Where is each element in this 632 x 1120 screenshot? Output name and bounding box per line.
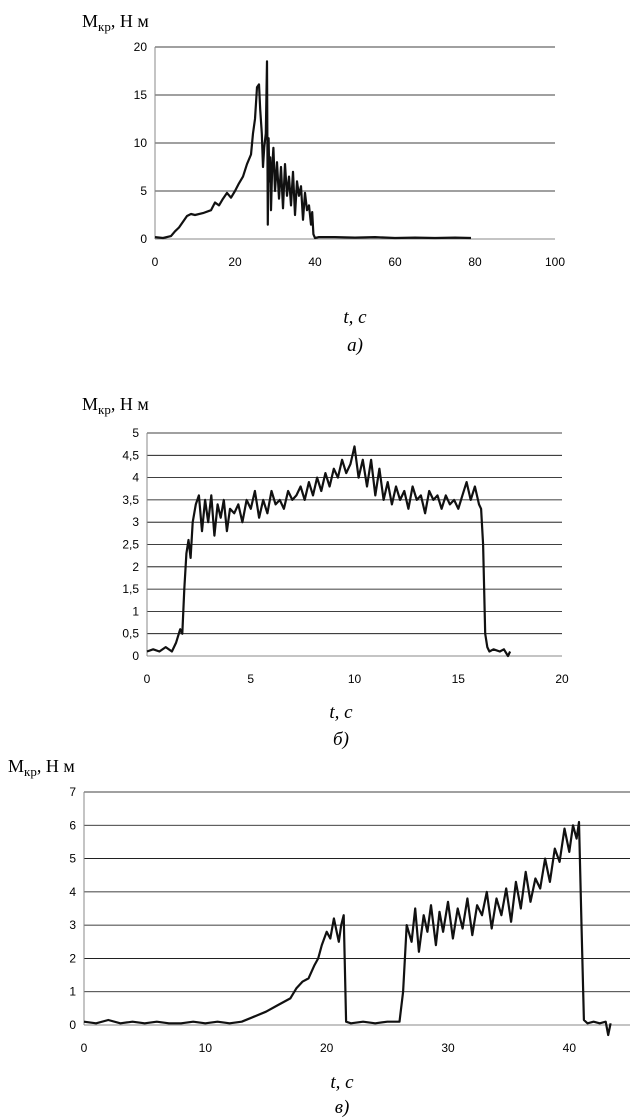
chart-3: 0 1 2 3 4 5 6 7 0 10 20 30 40 Mкр, Н м t, c в) [8, 756, 630, 1118]
y-tick-label: 2 [69, 951, 76, 965]
y-label-main: M [82, 11, 98, 31]
x-tick-label: 80 [468, 255, 482, 269]
y-label-subscript: кр [98, 402, 111, 417]
x-tick-label: 10 [348, 672, 362, 686]
y-label-subscript: кр [24, 764, 37, 779]
y-tick-label: 1,5 [122, 582, 139, 596]
y-tick-label: 4 [69, 885, 76, 899]
x-tick-label: 0 [81, 1041, 88, 1055]
x-tick-label: 40 [308, 255, 322, 269]
y-tick-label: 0 [69, 1018, 76, 1032]
y-tick-label: 0,5 [122, 627, 139, 641]
chart-2: 0 0,5 1 1,5 2 2,5 3 3,5 4 4,5 5 0 5 10 15 20 Mкр, Н м t, … [82, 394, 569, 750]
x-tick-label: 20 [555, 672, 569, 686]
series-line [146, 445, 512, 658]
y-tick-label: 20 [134, 40, 148, 54]
x-axis-label: t, c [343, 307, 367, 328]
y-label-units: , Н м [37, 756, 75, 776]
y-label-subscript: кр [98, 19, 111, 34]
x-tick-label: 60 [388, 255, 402, 269]
series-line [83, 820, 612, 1037]
chart-caption: в) [335, 1097, 350, 1118]
x-tick-label: 0 [152, 255, 159, 269]
x-tick-label: 0 [144, 672, 151, 686]
series-line [154, 60, 472, 240]
y-tick-label: 1 [132, 604, 139, 618]
x-tick-label: 5 [247, 672, 254, 686]
x-tick-label: 10 [199, 1041, 213, 1055]
y-tick-label: 10 [134, 136, 148, 150]
y-tick-label: 4 [132, 471, 139, 485]
x-tick-label: 40 [563, 1041, 577, 1055]
y-axis-label: Mкр, Н м [8, 756, 75, 779]
x-tick-label: 15 [452, 672, 466, 686]
y-label-main: M [8, 756, 24, 776]
x-tick-label: 20 [320, 1041, 334, 1055]
x-tick-label: 20 [228, 255, 242, 269]
y-tick-label: 4,5 [122, 448, 139, 462]
y-tick-label: 5 [69, 852, 76, 866]
x-axis-label: t, c [330, 1072, 354, 1093]
x-tick-label: 100 [545, 255, 565, 269]
chart-1: 0 5 10 15 20 0 20 40 60 80 100 Mкр, Н м t, c а) [82, 11, 565, 356]
x-axis-label: t, c [329, 702, 353, 723]
y-tick-label: 2 [132, 560, 139, 574]
y-tick-label: 15 [134, 88, 148, 102]
y-tick-label: 2,5 [122, 538, 139, 552]
y-label-main: M [82, 394, 98, 414]
y-label-units: , Н м [111, 394, 149, 414]
chart-caption: а) [347, 335, 363, 356]
y-tick-label: 3 [69, 918, 76, 932]
y-label-units: , Н м [111, 11, 149, 31]
y-tick-label: 5 [140, 184, 147, 198]
x-tick-label: 30 [441, 1041, 455, 1055]
y-tick-label: 6 [69, 818, 76, 832]
chart-caption: б) [333, 729, 349, 750]
y-axis-label: Mкр, Н м [82, 11, 149, 34]
y-tick-label: 7 [69, 785, 76, 799]
y-tick-label: 3,5 [122, 493, 139, 507]
y-tick-label: 5 [132, 426, 139, 440]
y-axis-label: Mкр, Н м [82, 394, 149, 417]
y-tick-label: 0 [132, 649, 139, 663]
y-tick-label: 0 [140, 232, 147, 246]
y-tick-label: 1 [69, 985, 76, 999]
y-tick-label: 3 [132, 515, 139, 529]
